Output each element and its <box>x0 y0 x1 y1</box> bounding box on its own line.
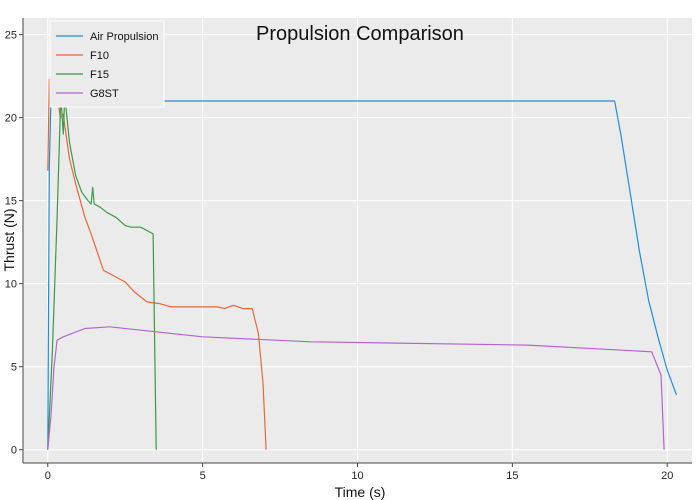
y-tick-label: 0 <box>11 445 17 457</box>
y-axis-title: Thrust (N) <box>1 209 17 272</box>
gridlines <box>23 18 692 463</box>
x-tick-label: 0 <box>45 470 51 482</box>
y-tick-label: 10 <box>5 279 17 291</box>
series-line-air-propulsion <box>47 100 678 450</box>
legend: Air Propulsion F10 F15 G8ST <box>49 20 165 108</box>
legend-label: Air Propulsion <box>90 31 158 43</box>
x-tick-label: 10 <box>351 470 363 482</box>
legend-label: F15 <box>90 69 109 81</box>
legend-label: F10 <box>90 50 109 62</box>
y-tick-label: 5 <box>11 362 17 374</box>
x-tick-label: 15 <box>506 470 518 482</box>
series-lines <box>47 78 678 450</box>
y-tick-label: 20 <box>5 113 17 125</box>
y-tick-label: 15 <box>5 196 17 208</box>
tick-labels: 0 5 10 15 20 0 5 10 15 20 25 <box>5 30 674 482</box>
series-line-f15 <box>47 95 157 450</box>
x-tick-label: 5 <box>200 470 206 482</box>
legend-label: G8ST <box>90 88 119 100</box>
chart-title: Propulsion Comparison <box>256 23 464 45</box>
x-tick-label: 20 <box>661 470 673 482</box>
y-tick-label: 25 <box>5 30 17 42</box>
series-line-g8st <box>47 326 665 450</box>
x-axis-title: Time (s) <box>335 484 386 500</box>
